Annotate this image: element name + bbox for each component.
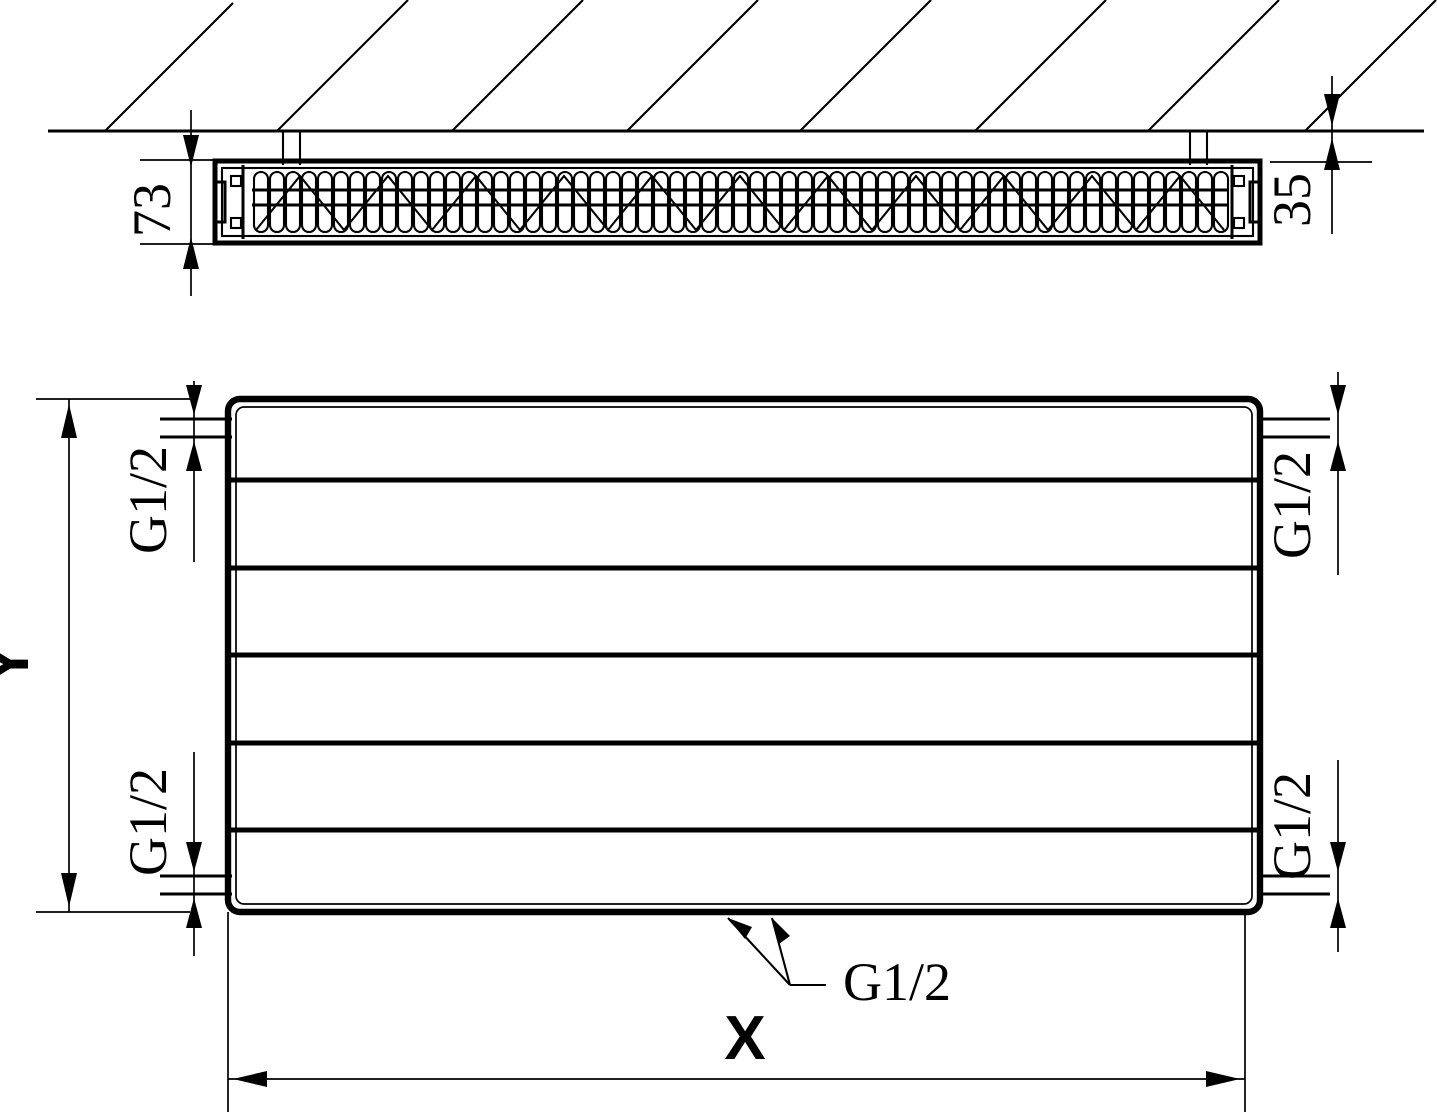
leader-g12-bottom-center: G1/2 bbox=[727, 917, 951, 1012]
front-view-group: G1/2 G1/2 G1/2 bbox=[0, 372, 1346, 1112]
dimension-g12-bottom-right: G1/2 bbox=[1262, 760, 1346, 952]
port-stub-bottom-left bbox=[160, 874, 232, 896]
convector-fins-icon bbox=[252, 170, 1230, 234]
dimension-label-g12-bottom-left: G1/2 bbox=[118, 768, 178, 876]
dimension-width-x: X bbox=[227, 912, 1246, 1112]
dimension-label-g12-top-left: G1/2 bbox=[118, 446, 178, 554]
dimension-g12-top-right: G1/2 bbox=[1262, 372, 1346, 575]
right-end-cap bbox=[1230, 165, 1263, 239]
wall-hatch-icon bbox=[104, 0, 1437, 132]
top-view-group: 73 35 bbox=[48, 0, 1437, 296]
dimension-g12-top-left: G1/2 bbox=[118, 381, 202, 562]
dimension-label-35: 35 bbox=[1262, 173, 1322, 227]
port-stub-top-right bbox=[1258, 417, 1330, 439]
dimension-label-g12-top-right: G1/2 bbox=[1262, 451, 1322, 559]
dimension-label-73: 73 bbox=[122, 183, 182, 237]
left-end-cap bbox=[212, 165, 245, 239]
port-stub-top-left bbox=[160, 417, 232, 439]
dimension-label-g12-bottom-center: G1/2 bbox=[843, 952, 951, 1012]
dimension-label-g12-bottom-right: G1/2 bbox=[1262, 772, 1322, 880]
dimension-depth-73: 73 bbox=[122, 110, 265, 296]
panel-divider-lines bbox=[228, 477, 1260, 833]
dimension-height-y: Y bbox=[0, 398, 190, 913]
radiator-body-inner bbox=[220, 166, 1255, 238]
dimension-label-x: X bbox=[724, 1004, 765, 1073]
dimension-gap-35: 35 bbox=[1262, 76, 1372, 234]
port-stub-bottom-right bbox=[1258, 874, 1330, 896]
dimension-label-y: Y bbox=[0, 643, 42, 684]
dimension-g12-bottom-left: G1/2 bbox=[118, 752, 202, 956]
